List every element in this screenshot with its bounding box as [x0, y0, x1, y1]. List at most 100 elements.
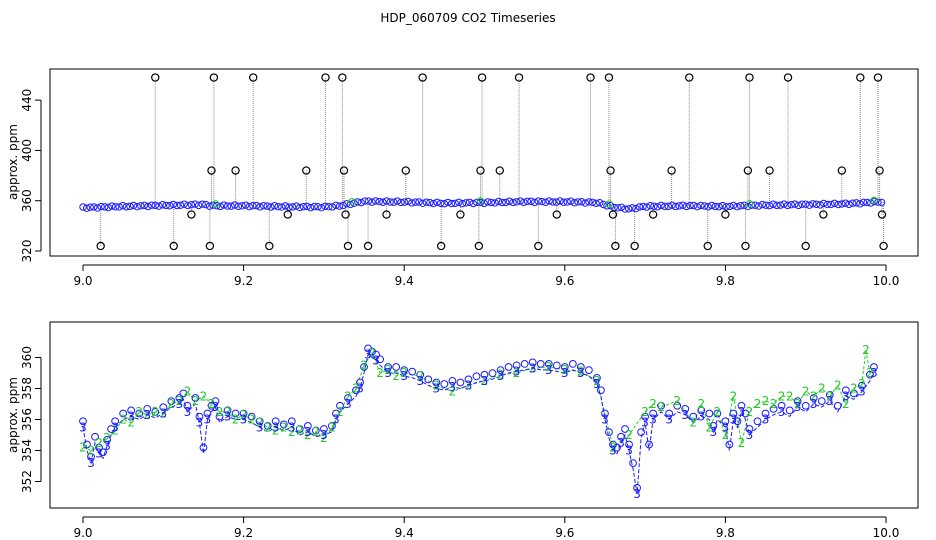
outlier-point — [265, 241, 274, 251]
panel-bottom-lines — [82, 349, 875, 494]
series-3-circle — [79, 417, 87, 426]
baseline-point — [527, 197, 535, 205]
series-3-circle — [143, 404, 152, 413]
outlier-point — [837, 166, 847, 175]
baseline-point — [191, 200, 199, 208]
baseline-point — [238, 202, 246, 210]
baseline-point — [715, 203, 723, 211]
series-2-marker: 2 — [216, 405, 224, 419]
panel-bottom: approx. ppm 2 22 222 22 2 2 22 222 222 22 2 2 2 2 2 2 2 2… — [6, 321, 919, 540]
series-3-circle — [432, 378, 441, 387]
series-3-circle — [584, 366, 593, 375]
series-2-marker: 2 — [673, 394, 681, 408]
outlier-point — [209, 73, 219, 82]
baseline-point — [386, 198, 394, 206]
series-3-circle — [601, 409, 609, 418]
series-3-circle — [753, 417, 762, 426]
baseline-point — [794, 201, 803, 210]
baseline-point — [668, 201, 676, 209]
baseline-point — [440, 200, 449, 208]
baseline-point — [841, 199, 850, 207]
series-2-marker: 2 — [722, 428, 730, 442]
baseline-point — [552, 198, 561, 206]
baseline-point — [285, 203, 293, 211]
series-2-marker: 2 — [862, 343, 870, 357]
series-3-circle — [629, 459, 637, 468]
baseline-point — [350, 199, 358, 207]
series-2-marker: 2 — [176, 394, 184, 408]
baseline-point — [390, 198, 398, 206]
baseline-point — [765, 201, 774, 210]
series-2-marker: 2 — [465, 378, 473, 392]
outlier-point — [741, 241, 750, 251]
series-3-circle — [195, 412, 204, 421]
baseline-point — [241, 201, 250, 209]
series-3-marker: 3 — [778, 405, 786, 419]
baseline-point — [664, 202, 673, 211]
series-3-circle — [633, 484, 641, 492]
baseline-point — [650, 202, 658, 210]
baseline-point — [404, 197, 412, 206]
series-3-circle — [777, 401, 786, 410]
series-2-marker: 2 — [738, 436, 746, 450]
baseline-point — [299, 202, 308, 211]
baseline-point — [169, 200, 178, 209]
series-3-marker: 3 — [212, 400, 220, 414]
baseline-point — [129, 201, 138, 210]
series-3-circle — [99, 448, 107, 457]
series-2-marker: 2 — [714, 405, 722, 419]
series-2-marker: 2 — [344, 389, 352, 403]
outlier-point — [608, 210, 618, 219]
baseline-point — [606, 201, 615, 210]
series-3-marker: 3 — [332, 413, 340, 427]
baseline-point — [227, 202, 235, 210]
baseline-point — [133, 202, 141, 211]
series-3-marker: 3 — [762, 413, 770, 427]
series-3-marker: 3 — [497, 369, 505, 383]
baseline-point — [538, 197, 546, 206]
series-3-marker: 3 — [356, 382, 364, 396]
baseline-point — [686, 201, 694, 210]
series-3-circle — [568, 360, 577, 368]
panel-top-y-axis-label: approx. ppm — [6, 124, 20, 200]
baseline-point — [393, 197, 402, 205]
series-2-marker: 2 — [304, 428, 312, 442]
series-3-marker: 3 — [95, 447, 103, 461]
baseline-point — [234, 202, 243, 210]
outlier-point — [745, 73, 754, 82]
baseline-point — [173, 201, 181, 210]
baseline-point — [505, 197, 514, 205]
series-3-marker: 3 — [826, 394, 834, 408]
series-3-circle — [576, 363, 585, 371]
baseline-point — [863, 198, 871, 207]
baseline-point — [570, 198, 579, 207]
baseline-point — [599, 200, 608, 209]
outlier-point — [667, 166, 676, 175]
series-3-marker: 3 — [87, 456, 95, 470]
panel-top-y-axis: 320 360 400 440 — [20, 89, 42, 262]
baseline-point — [108, 202, 116, 210]
outlier-point — [476, 166, 485, 175]
baseline-point — [364, 197, 373, 205]
series-3-circle — [360, 363, 368, 371]
baseline-point — [379, 198, 387, 206]
series-3-marker: 3 — [240, 413, 248, 427]
outlier-point — [856, 73, 865, 82]
series-3-marker: 3 — [601, 413, 609, 427]
series-3-circle — [372, 350, 380, 359]
series-3-marker: 3 — [810, 397, 818, 411]
series-3-circle — [279, 420, 288, 429]
baseline-point — [563, 198, 571, 206]
baseline-point — [729, 201, 738, 210]
series-2-marker: 2 — [754, 397, 762, 411]
outlier-point — [418, 73, 427, 82]
series-3-circle — [103, 435, 111, 444]
baseline-point — [115, 203, 123, 211]
baseline-point — [545, 197, 553, 205]
series-2-marker: 2 — [689, 416, 697, 430]
series-2-marker: 2 — [746, 405, 754, 419]
series-3-circle — [488, 369, 497, 378]
series-3-marker: 3 — [256, 420, 264, 434]
